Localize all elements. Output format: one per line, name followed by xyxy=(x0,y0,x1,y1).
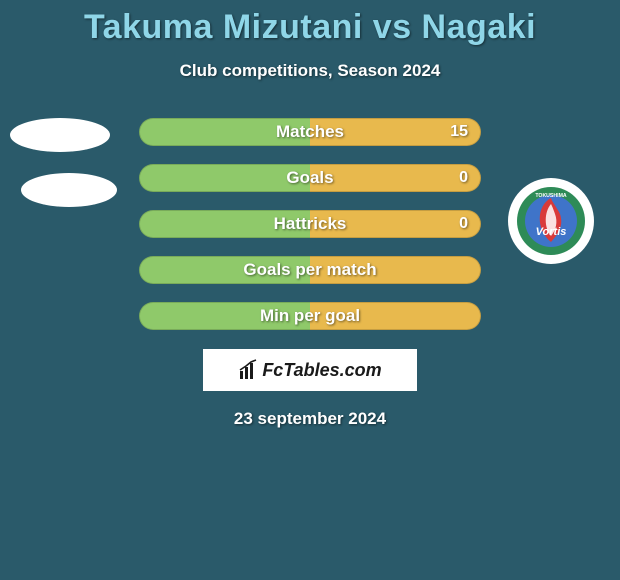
stat-row-goals: 0 Goals xyxy=(139,155,481,201)
stat-value: 15 xyxy=(450,123,468,141)
stat-value: 0 xyxy=(459,169,468,187)
stats-area: 15 Matches 0 Goals 0 Hattricks xyxy=(0,109,620,339)
stat-row-mpg: Min per goal xyxy=(139,293,481,339)
date-text: 23 september 2024 xyxy=(0,409,620,429)
stat-row-hattricks: 0 Hattricks xyxy=(139,201,481,247)
bar-right: 0 xyxy=(310,164,481,192)
bar-right xyxy=(310,256,481,284)
bar-left xyxy=(139,302,310,330)
bar-right: 0 xyxy=(310,210,481,238)
bar-left xyxy=(139,164,310,192)
bar-left xyxy=(139,118,310,146)
page-title: Takuma Mizutani vs Nagaki xyxy=(0,0,620,47)
bars-icon xyxy=(238,359,260,381)
fctables-logo-box: FcTables.com xyxy=(203,349,417,391)
stat-row-gpm: Goals per match xyxy=(139,247,481,293)
bar-left xyxy=(139,210,310,238)
stat-row-matches: 15 Matches xyxy=(139,109,481,155)
fctables-logo: FcTables.com xyxy=(238,359,381,381)
bar-right: 15 xyxy=(310,118,481,146)
bar-right xyxy=(310,302,481,330)
bars-wrap: 15 Matches 0 Goals 0 Hattricks xyxy=(139,109,481,339)
bar-left xyxy=(139,256,310,284)
stat-value: 0 xyxy=(459,215,468,233)
fctables-text: FcTables.com xyxy=(262,360,381,381)
subtitle: Club competitions, Season 2024 xyxy=(0,61,620,81)
